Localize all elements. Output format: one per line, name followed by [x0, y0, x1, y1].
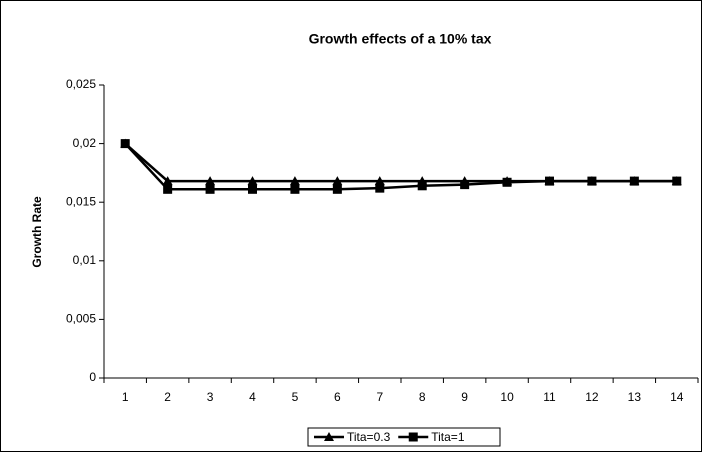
series-line: [124, 142, 677, 191]
x-tick-label: 7: [376, 390, 383, 404]
marker: [629, 176, 639, 186]
marker: [375, 183, 385, 193]
x-tick-label: 13: [628, 390, 642, 404]
x-tick-label: 11: [543, 390, 556, 404]
marker: [417, 181, 427, 191]
marker: [162, 176, 173, 186]
legend-marker: [408, 432, 418, 442]
marker: [205, 184, 215, 194]
x-tick-label: 5: [292, 390, 299, 404]
legend-label: Tita=1: [431, 430, 465, 444]
marker: [205, 176, 216, 186]
legend-marker: [324, 432, 334, 441]
marker: [672, 176, 682, 186]
x-tick-label: 4: [249, 390, 256, 404]
y-tick-label: 0,015: [66, 194, 96, 208]
x-tick-label: 12: [585, 390, 599, 404]
x-tick-label: 8: [419, 390, 426, 404]
marker: [248, 184, 257, 194]
marker: [374, 176, 385, 186]
y-tick-label: 0: [89, 370, 96, 384]
x-tick-label: 10: [500, 390, 514, 404]
marker: [460, 180, 470, 190]
marker: [120, 139, 130, 149]
marker: [247, 176, 258, 186]
y-tick-label: 0,025: [66, 77, 96, 91]
y-tick-label: 0,02: [73, 136, 97, 150]
marker: [289, 176, 300, 186]
marker: [545, 176, 554, 186]
y-axis-label: Growth Rate: [30, 196, 44, 268]
y-tick-label: 0,005: [66, 312, 96, 326]
x-tick-label: 2: [164, 390, 171, 404]
y-tick-label: 0,01: [73, 253, 97, 267]
marker: [587, 176, 597, 186]
x-tick-label: 14: [670, 390, 684, 404]
marker: [163, 184, 173, 194]
marker: [290, 184, 300, 194]
chart-title: Growth effects of a 10% tax: [309, 31, 492, 47]
marker: [502, 177, 512, 187]
x-tick-label: 3: [207, 390, 214, 404]
legend-label: Tita=0.3: [347, 430, 391, 444]
x-tick-label: 1: [122, 390, 129, 404]
marker: [332, 184, 342, 194]
marker: [332, 176, 343, 186]
x-tick-label: 9: [461, 390, 468, 404]
x-tick-label: 6: [334, 390, 341, 404]
